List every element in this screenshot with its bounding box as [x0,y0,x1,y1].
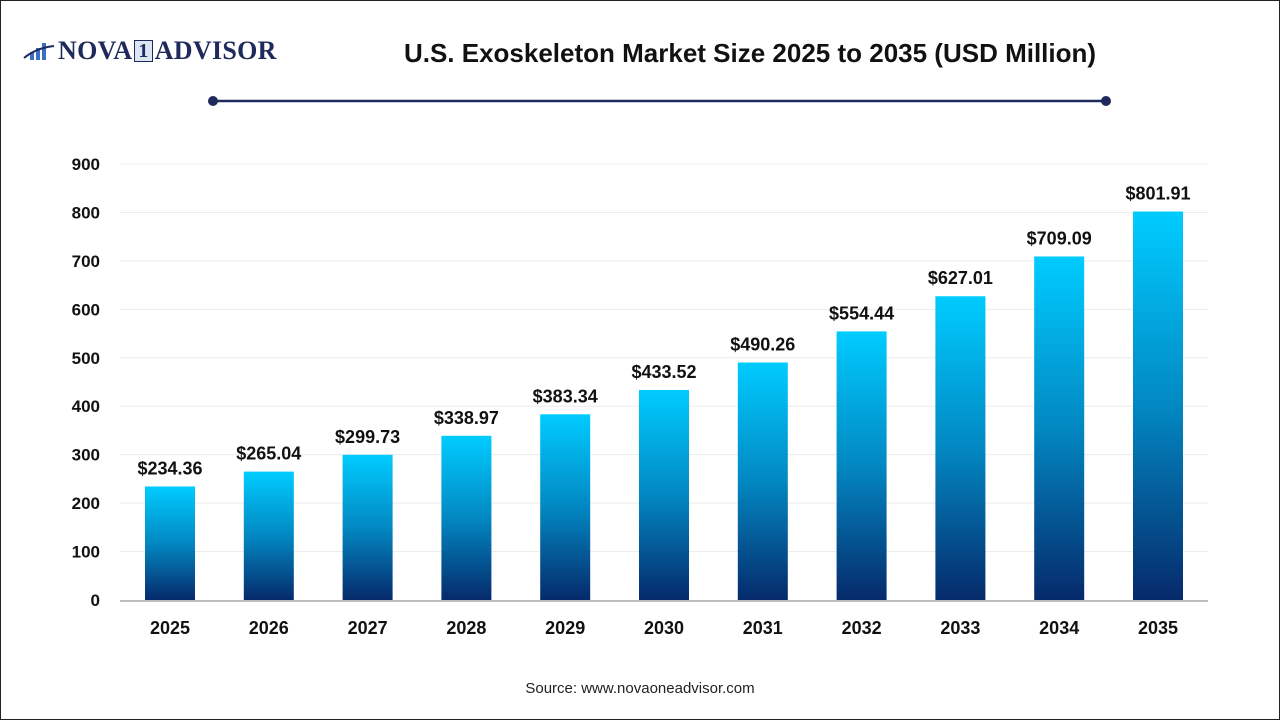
data-label: $433.52 [631,362,696,382]
logo-text-right: ADVISOR [154,36,277,65]
chart-title: U.S. Exoskeleton Market Size 2025 to 203… [403,38,1097,68]
bar [1133,211,1183,600]
source-note: Source: www.novaoneadvisor.com [525,680,755,697]
y-tick-label: 700 [72,252,100,271]
y-tick-label: 0 [91,591,100,610]
y-tick-label: 800 [72,203,100,222]
data-label: $801.91 [1125,184,1190,204]
logo-text-one: 1 [134,40,153,62]
x-tick-label: 2028 [446,618,486,638]
data-label: $338.97 [434,408,499,428]
bar [243,471,294,600]
y-tick-label: 400 [72,397,100,416]
bar [441,435,492,600]
data-label: $299.73 [335,427,400,447]
data-label: $490.26 [730,334,795,354]
y-tick-label: 200 [72,494,100,513]
bar-chart-logo-icon [23,43,55,60]
y-tick-label: 900 [72,155,100,174]
data-label: $265.04 [236,444,301,464]
y-tick-label: 100 [72,543,100,562]
x-tick-label: 2029 [545,618,585,638]
data-label: $709.09 [1027,228,1092,248]
logo-text-left: NOVA [58,36,133,65]
y-tick-label: 300 [72,446,100,465]
x-tick-label: 2026 [249,618,289,638]
data-label: $554.44 [829,303,894,323]
x-tick-label: 2035 [1138,618,1178,638]
title-rule-dot-right [1101,96,1111,106]
x-tick-label: 2027 [348,618,388,638]
x-tick-label: 2033 [940,618,980,638]
x-tick-label: 2030 [644,618,684,638]
bar [737,362,788,600]
y-tick-label: 600 [72,300,100,319]
bar [145,486,195,600]
title-rule-dot-left [208,96,218,106]
data-label: $627.01 [928,268,993,288]
bar [1034,256,1085,600]
data-label: $383.34 [533,386,598,406]
x-tick-label: 2034 [1039,618,1079,638]
bar [639,389,689,600]
x-tick-label: 2031 [743,618,783,638]
bar [935,296,986,600]
y-tick-label: 500 [72,349,100,368]
logo: NOVA 1 ADVISOR [22,36,277,66]
bar [540,414,591,600]
data-label: $234.36 [137,458,202,478]
x-tick-label: 2032 [842,618,882,638]
x-tick-label: 2025 [150,618,190,638]
bar [342,454,393,600]
bar [836,331,887,600]
